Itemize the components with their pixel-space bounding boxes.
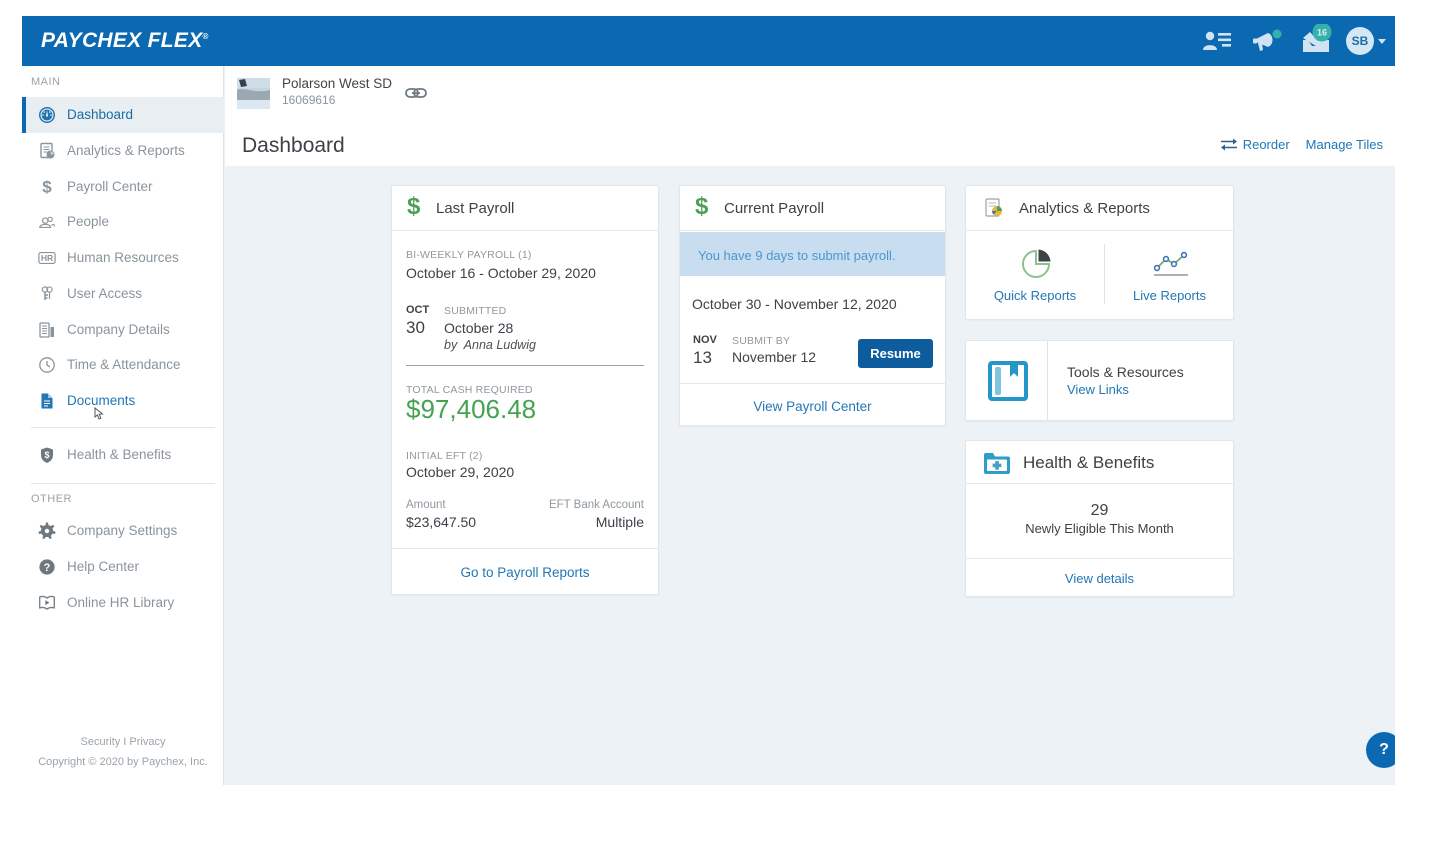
svg-text:HR: HR [41, 253, 53, 263]
svg-text:16: 16 [1317, 28, 1327, 38]
svg-text:?: ? [44, 562, 51, 574]
svg-text:$: $ [42, 178, 52, 196]
svg-text:$: $ [44, 450, 49, 460]
